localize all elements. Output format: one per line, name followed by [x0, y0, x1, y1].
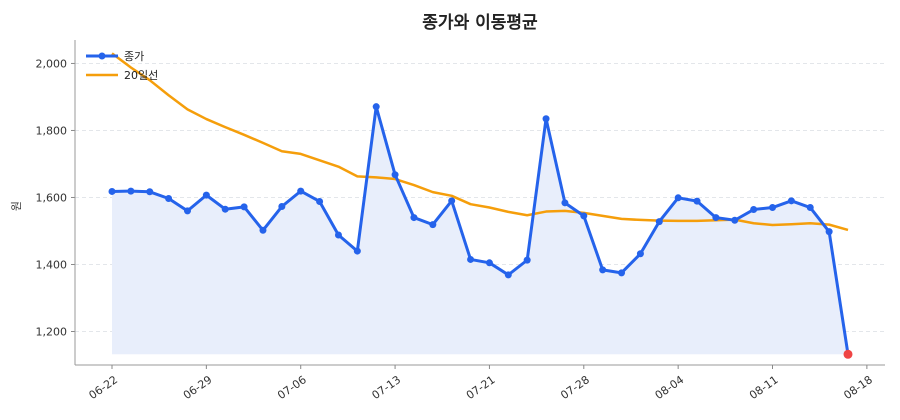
- close-point: [316, 197, 324, 205]
- close-point: [334, 231, 342, 239]
- close-point: [825, 228, 833, 236]
- y-tick-labels: 1,200 1,400 1,600 1,800 2,000: [36, 57, 68, 338]
- y-tick-label: 2,000: [36, 57, 68, 70]
- close-point: [806, 204, 814, 212]
- close-point: [240, 203, 248, 211]
- legend: 종가 20일선: [86, 50, 158, 82]
- y-tick-label: 1,600: [36, 191, 68, 204]
- close-point: [731, 216, 739, 224]
- x-tick-label: 06-29: [181, 373, 215, 402]
- x-tick-label: 07-06: [275, 373, 309, 402]
- close-point: [221, 205, 229, 213]
- series-line-close: [111, 105, 850, 355]
- close-point: [108, 187, 116, 195]
- close-point: [712, 214, 720, 222]
- close-point: [618, 269, 626, 277]
- x-tick-label: 07-21: [464, 373, 498, 402]
- close-point: [750, 206, 758, 214]
- chart-title: 종가와 이동평균: [422, 13, 538, 33]
- close-point: [410, 214, 418, 222]
- close-point: [429, 221, 437, 229]
- close-point: [448, 197, 456, 205]
- close-point: [523, 256, 531, 264]
- series-line-ma20: [111, 52, 849, 232]
- close-point: [599, 266, 607, 274]
- close-point: [391, 171, 399, 179]
- legend-marker-close: [98, 52, 106, 60]
- close-point: [165, 194, 173, 202]
- y-tick-label: 1,800: [36, 124, 68, 137]
- close-point: [561, 199, 569, 207]
- close-point: [467, 255, 475, 263]
- close-point: [127, 187, 135, 195]
- axes: [71, 40, 885, 369]
- close-point: [202, 191, 210, 199]
- legend-label-close: 종가: [124, 50, 144, 63]
- x-tick-label: 08-18: [841, 373, 875, 402]
- close-point: [504, 271, 512, 279]
- close-point: [278, 203, 286, 211]
- x-tick-labels: 06-22 06-29 07-06 07-13 07-21 07-28 08-04 08-11…: [86, 373, 875, 402]
- close-point: [580, 212, 588, 220]
- close-point: [655, 218, 663, 226]
- x-tick-label: 08-11: [747, 373, 781, 402]
- close-point: [693, 197, 701, 205]
- close-point: [485, 259, 493, 267]
- close-point: [674, 194, 682, 202]
- close-point: [787, 197, 795, 205]
- x-tick-label: 08-04: [653, 373, 687, 402]
- last-close-point: [843, 349, 853, 359]
- close-point: [146, 188, 154, 196]
- close-point: [297, 187, 305, 195]
- close-point: [259, 226, 267, 234]
- close-point: [372, 103, 380, 111]
- series-lines: [111, 52, 850, 355]
- y-tick-label: 1,200: [36, 325, 68, 338]
- x-tick-label: 06-22: [86, 373, 120, 402]
- series-points: [108, 103, 853, 359]
- close-point: [183, 207, 191, 215]
- y-tick-label: 1,400: [36, 258, 68, 271]
- close-area-fill: [112, 106, 848, 355]
- area-fill-layer: [112, 106, 848, 355]
- close-point: [542, 115, 550, 123]
- x-tick-label: 07-28: [558, 373, 592, 402]
- x-tick-label: 07-13: [370, 373, 404, 402]
- legend-label-ma20: 20일선: [124, 68, 158, 82]
- close-point: [353, 247, 361, 255]
- close-point: [769, 204, 777, 212]
- close-point: [636, 250, 644, 258]
- y-axis-label: 원: [10, 201, 23, 211]
